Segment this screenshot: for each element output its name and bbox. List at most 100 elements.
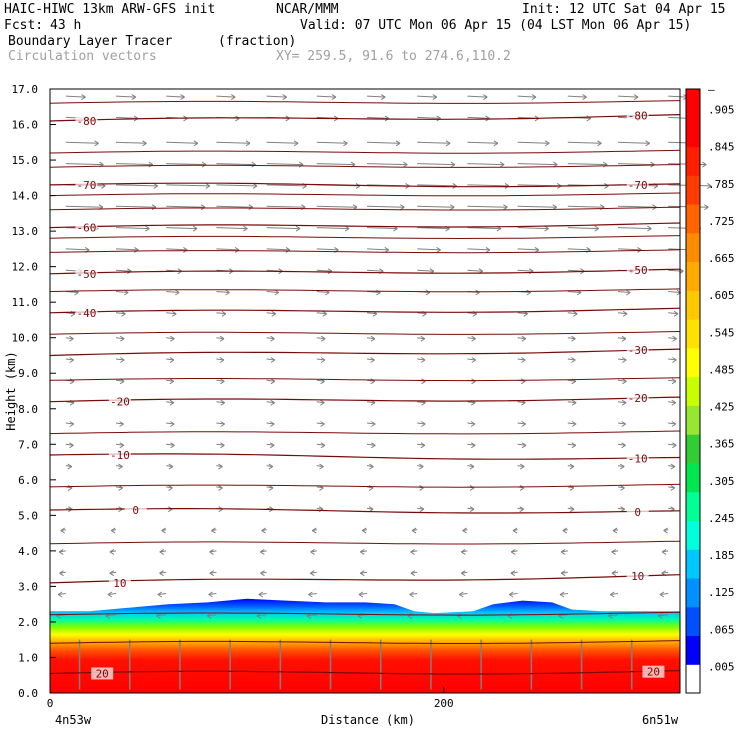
wind-vector	[110, 527, 117, 534]
wind-vector	[159, 570, 167, 577]
wind-vector	[65, 94, 86, 101]
contour-line	[49, 611, 681, 616]
wind-vector	[115, 335, 125, 342]
wind-vector	[316, 421, 325, 427]
y-tick-label: 12.0	[12, 261, 39, 274]
wind-vector	[166, 357, 175, 363]
wind-vector	[216, 335, 225, 342]
wind-vector	[166, 310, 177, 317]
wind-vector	[115, 310, 126, 317]
colorbar-segment	[686, 89, 700, 119]
plot-frame	[49, 88, 681, 694]
wind-vector	[216, 357, 225, 363]
wind-vector	[65, 421, 75, 427]
wind-vector	[216, 161, 256, 168]
wind-vector	[260, 570, 267, 577]
contour-label-right: 10	[631, 570, 644, 583]
wind-vector	[216, 310, 227, 317]
wind-vector	[617, 463, 625, 470]
wind-vector	[467, 161, 505, 168]
wind-vector	[410, 548, 418, 555]
wind-vector	[467, 357, 477, 363]
colorbar-segment	[686, 434, 700, 464]
wind-vector	[467, 289, 480, 296]
wind-vector	[567, 463, 575, 470]
wind-vector	[668, 310, 679, 317]
wind-vector	[467, 182, 510, 189]
contour-line	[49, 331, 681, 335]
wind-vector	[467, 506, 475, 513]
wind-vector	[157, 591, 167, 598]
wind-vector	[366, 357, 375, 363]
colorbar-label: .125	[708, 586, 735, 599]
y-tick-label: 1.0	[18, 651, 38, 664]
colorbar: .005 .065 .125 .185 .245 .305 .365 .425 .485 .545…	[685, 83, 735, 694]
contour-line	[49, 235, 681, 240]
wind-vector	[59, 570, 66, 577]
wind-vector	[611, 570, 619, 577]
wind-vector	[366, 140, 401, 147]
contour-label-right: 0	[634, 506, 641, 519]
wind-vector	[115, 94, 137, 101]
wind-vector	[266, 378, 276, 385]
wind-vector	[462, 527, 468, 534]
contour-label-right: -70	[628, 179, 648, 192]
wind-vector	[266, 484, 274, 491]
y-tick-label: 9.0	[18, 367, 38, 380]
contour-label-left: -10	[110, 449, 130, 462]
contour-line	[49, 164, 681, 168]
colorbar-label: .605	[708, 289, 735, 302]
y-tick-label: 15.0	[12, 154, 39, 167]
wind-vector	[668, 421, 677, 427]
colorbar-segment	[686, 146, 700, 176]
y-tick-label: 16.0	[12, 119, 39, 132]
wind-vector	[409, 591, 418, 598]
colorbar-segment	[686, 664, 700, 694]
wind-vector	[216, 225, 248, 232]
wind-vector	[417, 463, 424, 470]
wind-vector	[216, 463, 223, 470]
wind-vector	[208, 591, 217, 598]
wind-vector	[560, 548, 568, 555]
wind-vector	[610, 591, 619, 598]
contour-label-left: 10	[113, 577, 126, 590]
wind-vector	[115, 463, 123, 470]
colorbar-label: .245	[708, 512, 735, 525]
colorbar-segment	[686, 232, 700, 263]
wind-vector	[115, 421, 124, 427]
wind-vector	[266, 94, 287, 101]
wind-vector	[209, 548, 217, 555]
wind-vector	[417, 506, 425, 513]
wind-vector	[65, 335, 74, 342]
contour-line	[49, 192, 681, 197]
wind-vector	[366, 506, 374, 513]
y-tick-label: 5.0	[18, 509, 38, 522]
wind-vector	[668, 94, 688, 101]
colorbar-label: .005	[708, 660, 735, 673]
wind-vector	[467, 335, 476, 342]
contour-label-right: -10	[628, 453, 648, 466]
wind-vector	[216, 246, 240, 253]
wind-vector	[467, 421, 476, 427]
wind-vector	[517, 357, 526, 363]
contour-line	[49, 540, 681, 545]
wind-vector	[567, 399, 577, 406]
wind-vector	[517, 506, 524, 513]
colorbar-label: .905	[708, 104, 735, 117]
wind-vector	[166, 335, 175, 342]
contour-label-left: -20	[110, 396, 130, 409]
wind-vector	[216, 484, 223, 491]
wind-vector	[517, 484, 525, 491]
wind-vector	[65, 442, 74, 449]
wind-vector	[417, 378, 426, 385]
y-axis-label: Height (km)	[4, 351, 18, 430]
y-tick-label: 8.0	[18, 403, 38, 416]
wind-vector	[659, 591, 669, 598]
wind-vector	[256, 612, 267, 619]
wind-vector	[156, 612, 167, 619]
wind-vector	[567, 94, 587, 101]
wind-vector	[115, 225, 150, 232]
wind-vector	[65, 140, 99, 147]
